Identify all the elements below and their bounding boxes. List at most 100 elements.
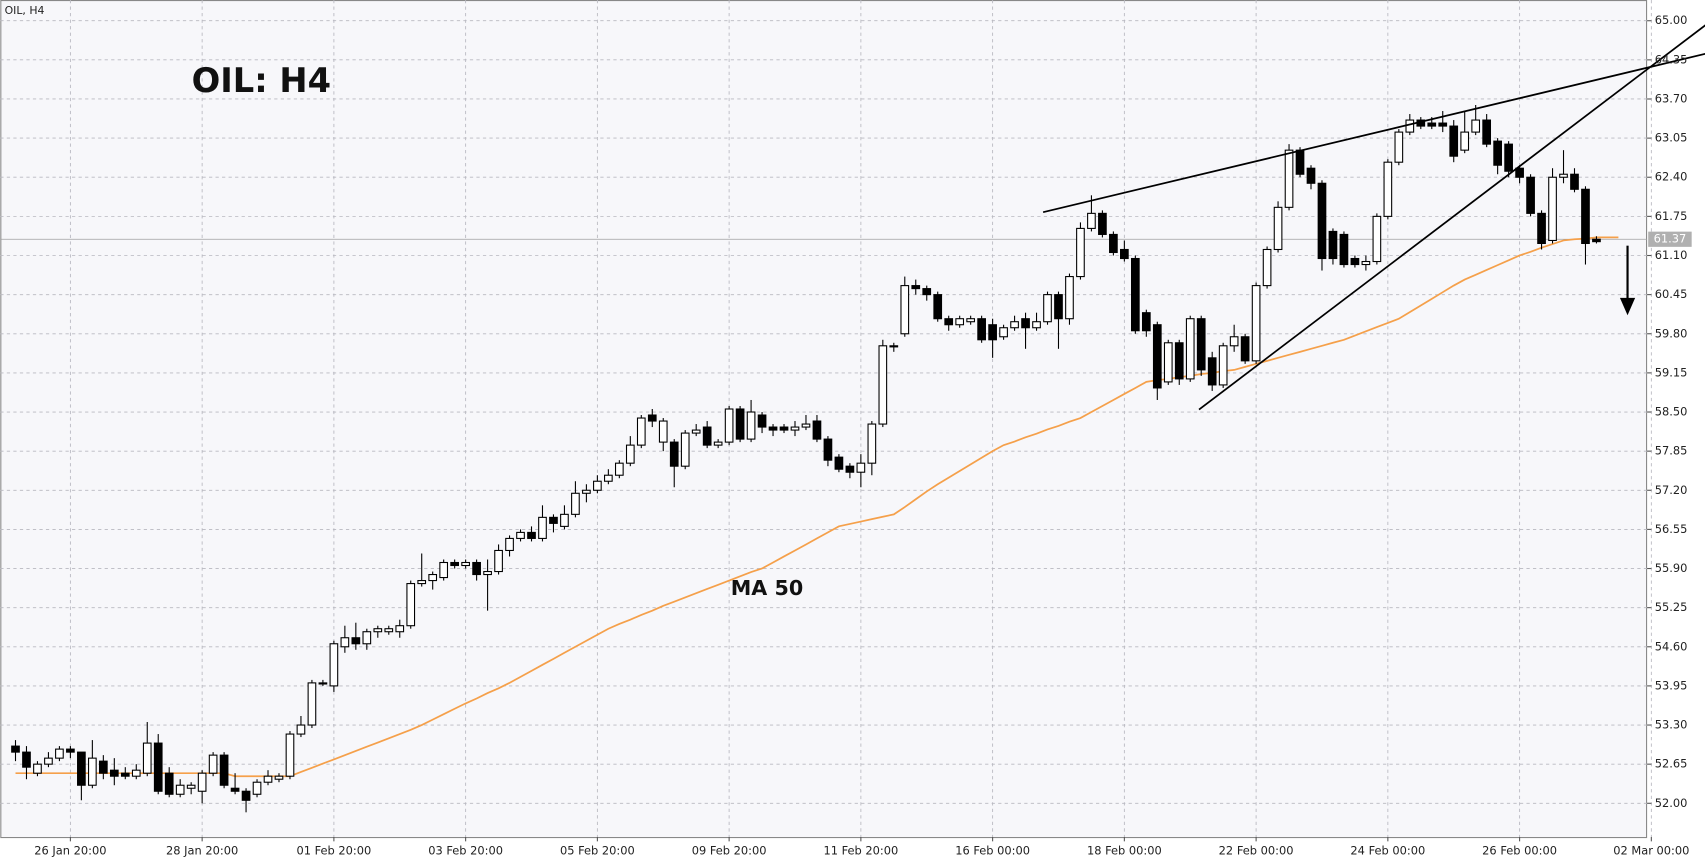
- candle-body: [1581, 188, 1590, 245]
- y-tick-label: 55.90: [1655, 561, 1688, 575]
- candle-body: [1240, 336, 1250, 362]
- y-tick-label: 59.80: [1655, 326, 1688, 340]
- candle-body: [219, 754, 229, 786]
- y-tick-label: 55.25: [1655, 600, 1688, 614]
- candle-body: [285, 733, 295, 777]
- last-price-label: 61.37: [1654, 232, 1687, 246]
- candle-body: [549, 516, 558, 524]
- candle-body: [593, 480, 602, 491]
- candle-body: [66, 748, 75, 753]
- ma-label: MA 50: [731, 576, 803, 600]
- candle-body: [1339, 233, 1349, 266]
- x-tick-label: 28 Jan 20:00: [166, 844, 238, 858]
- candle-body: [88, 757, 97, 786]
- x-tick-label: 01 Feb 20:00: [296, 844, 371, 858]
- y-tick-label: 60.45: [1655, 287, 1688, 301]
- x-tick-label: 18 Feb 00:00: [1087, 844, 1162, 858]
- candle-body: [1120, 248, 1129, 260]
- candle-body: [1251, 285, 1261, 362]
- down-arrow: [1619, 245, 1636, 316]
- candle-body: [1405, 119, 1415, 133]
- candle-body: [505, 537, 514, 552]
- candle-body: [911, 285, 921, 290]
- candle-body: [22, 751, 31, 768]
- candle-body: [1076, 227, 1085, 278]
- x-tick-label: 11 Feb 20:00: [823, 844, 898, 858]
- y-tick-label: 52.00: [1655, 796, 1688, 810]
- candle-body: [208, 754, 218, 774]
- candle-body: [186, 784, 196, 789]
- y-tick-label: 59.15: [1655, 365, 1688, 379]
- candle-body: [1087, 212, 1096, 229]
- candle-body: [1372, 215, 1382, 263]
- candle-body: [1592, 238, 1601, 243]
- y-tick-label: 64.35: [1655, 52, 1688, 66]
- candle-body: [395, 625, 405, 633]
- candle-body: [1152, 324, 1162, 389]
- y-tick-label: 58.50: [1655, 405, 1688, 419]
- candle-body: [1043, 294, 1052, 323]
- y-tick-label: 62.40: [1655, 170, 1688, 184]
- candle-body: [636, 417, 646, 446]
- candle-body: [1317, 182, 1327, 260]
- candle-body: [571, 492, 580, 515]
- y-tick-label: 63.70: [1655, 91, 1688, 105]
- y-tick-label: 63.05: [1655, 131, 1688, 145]
- candle-body: [252, 781, 262, 795]
- x-tick-label: 09 Feb 20:00: [692, 844, 767, 858]
- candle-body: [560, 513, 569, 527]
- candle-body: [1361, 260, 1371, 266]
- y-tick-label: 54.60: [1655, 639, 1688, 653]
- candle-body: [1098, 212, 1107, 235]
- candle-body: [966, 318, 976, 323]
- candle-body: [131, 769, 141, 777]
- candle-body: [241, 790, 251, 801]
- candle-body: [153, 742, 163, 792]
- candle-body: [1570, 173, 1579, 190]
- candle-body: [1262, 248, 1272, 287]
- candle-body: [724, 408, 734, 443]
- candle-body: [98, 760, 108, 774]
- candle-body: [527, 531, 536, 539]
- trendline: [1198, 24, 1705, 411]
- candle-body: [1295, 149, 1305, 175]
- candle-body: [812, 420, 822, 440]
- candle-body: [1350, 257, 1360, 266]
- candle-body: [933, 294, 943, 320]
- candle-body: [351, 637, 361, 645]
- candle-body: [1515, 167, 1524, 178]
- arrow-head: [1619, 297, 1636, 316]
- candle-body: [889, 345, 899, 348]
- candle-body: [439, 561, 449, 579]
- candle-body: [779, 426, 789, 431]
- candle-body: [834, 456, 844, 470]
- candle-body: [658, 420, 668, 443]
- x-tick-label: 26 Jan 20:00: [34, 844, 106, 858]
- candle-body: [647, 414, 657, 422]
- chart-title: OIL: H4: [192, 61, 331, 100]
- candle-body: [1449, 125, 1459, 157]
- candle-body: [494, 549, 503, 573]
- candle-body: [1460, 131, 1470, 151]
- candle-body: [604, 474, 613, 482]
- candle-body: [1196, 318, 1206, 371]
- candle-body: [109, 769, 119, 777]
- candle-body: [856, 462, 866, 473]
- candle-body: [1548, 176, 1557, 241]
- candle-body: [1207, 357, 1217, 386]
- candle-body: [516, 531, 525, 539]
- candle-body: [1273, 206, 1283, 251]
- candle-body: [472, 561, 481, 576]
- candle-body: [373, 628, 383, 633]
- candle-body: [230, 787, 240, 792]
- candle-body: [329, 643, 339, 687]
- candle-body: [1163, 342, 1173, 383]
- candle-body: [1559, 173, 1568, 178]
- candle-body: [746, 411, 756, 440]
- y-tick-label: 57.20: [1655, 483, 1688, 497]
- candle-body: [1065, 276, 1074, 320]
- candle-body: [1218, 345, 1228, 386]
- candle-body: [955, 318, 965, 326]
- candle-body: [669, 441, 679, 467]
- candle-body: [1537, 212, 1546, 245]
